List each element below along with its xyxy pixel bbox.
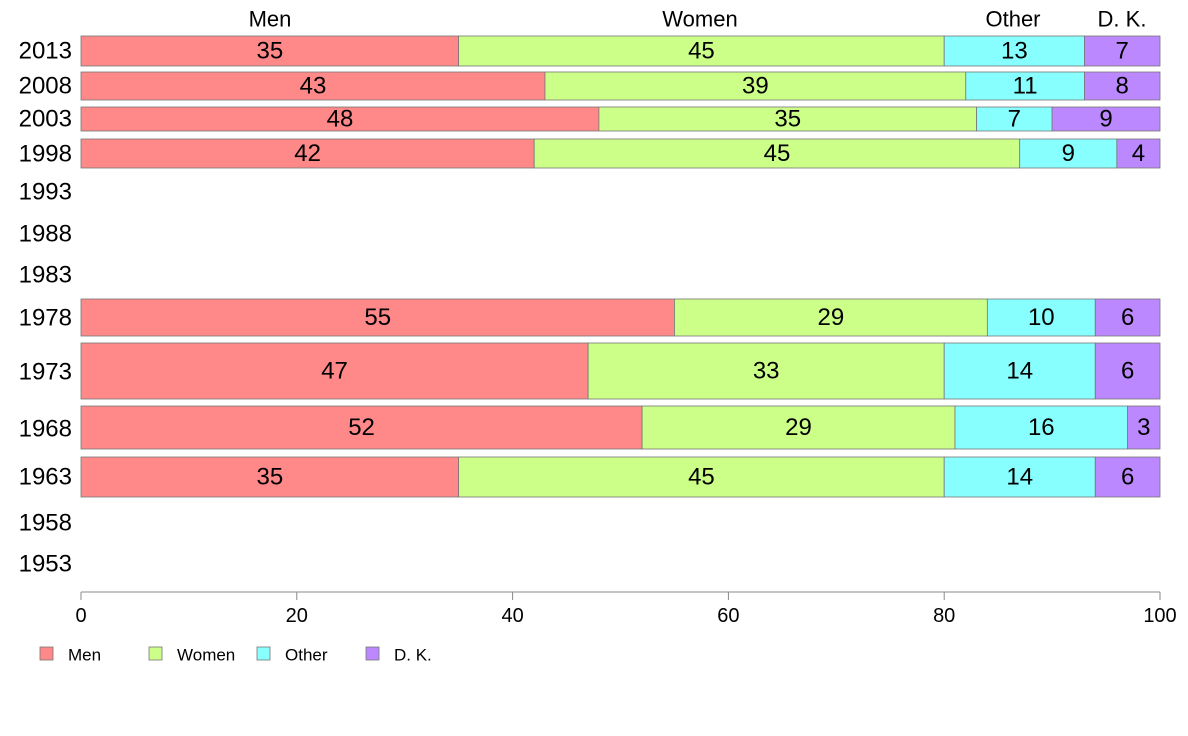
- bar-1963-d-k: [1094, 456, 1161, 498]
- bar-1998-men: [80, 138, 535, 169]
- data-label-2013-d-k: 7: [1116, 38, 1129, 65]
- data-label-2008-d-k: 8: [1116, 73, 1129, 100]
- data-label-1968-women: 29: [785, 414, 812, 441]
- data-label-1998-men: 42: [294, 140, 321, 167]
- legend-label-men: Men: [68, 646, 101, 665]
- bar-2003-men: [80, 106, 600, 132]
- legend-swatch-d-k: [365, 646, 380, 661]
- data-label-1973-d-k: 6: [1121, 358, 1134, 385]
- bar-2013-other: [943, 35, 1085, 67]
- top-labels: Men Women Other D. K.: [249, 7, 1147, 32]
- legend-label-d-k: D. K.: [394, 646, 432, 665]
- y-tick-label-2008: 2008: [19, 73, 72, 100]
- bar-1973-d-k: [1094, 342, 1161, 400]
- bar-1963-other: [943, 456, 1096, 498]
- bar-1998-women: [533, 138, 1021, 169]
- bar-1963-men: [80, 456, 460, 498]
- data-label-2013-women: 45: [688, 38, 715, 65]
- legend-swatch-women: [148, 646, 163, 661]
- bar-1978-men: [80, 298, 675, 337]
- bar-1998-d-k: [1116, 138, 1161, 169]
- data-label-1963-men: 35: [256, 464, 283, 491]
- y-axis-labels: 2013 2008 2003 1998 1993 1988 1983 1978 1973 1968…: [19, 38, 72, 578]
- x-tick-label-40: 40: [501, 605, 523, 627]
- y-tick-label-1998: 1998: [19, 141, 72, 168]
- bar-2013-men: [80, 35, 460, 67]
- data-label-1978-other: 10: [1028, 304, 1055, 331]
- data-label-2003-d-k: 9: [1099, 106, 1112, 133]
- bar-2013-d-k: [1084, 35, 1161, 67]
- top-label-other: Other: [985, 7, 1040, 32]
- legend-label-other: Other: [285, 646, 328, 665]
- bar-2003-women: [598, 106, 977, 132]
- y-tick-label-1983: 1983: [19, 262, 72, 289]
- data-label-2003-men: 48: [327, 106, 354, 133]
- bar-2013-women: [458, 35, 945, 67]
- bar-1973-other: [943, 342, 1096, 400]
- top-label-d-k: D. K.: [1098, 7, 1147, 32]
- bar-2008-women: [544, 71, 967, 101]
- y-tick-label-2003: 2003: [19, 106, 72, 133]
- y-tick-label-1963: 1963: [19, 464, 72, 491]
- x-tick-label-100: 100: [1143, 605, 1176, 627]
- data-label-1963-d-k: 6: [1121, 464, 1134, 491]
- bar-1973-men: [80, 342, 589, 400]
- y-tick-label-2013: 2013: [19, 38, 72, 65]
- x-tick-label-0: 0: [75, 605, 86, 627]
- y-tick-label-1973: 1973: [19, 359, 72, 386]
- bar-2008-d-k: [1084, 71, 1161, 101]
- bar-2003-d-k: [1051, 106, 1161, 132]
- data-label-1978-d-k: 6: [1121, 304, 1134, 331]
- y-tick-label-1988: 1988: [19, 221, 72, 248]
- data-label-1998-other: 9: [1062, 140, 1075, 167]
- data-label-2008-other: 11: [1013, 73, 1038, 100]
- legend: Men Women Other D. K.: [39, 646, 432, 665]
- legend-label-women: Women: [177, 646, 235, 665]
- bars: 35 45 13 743 39 11 848 35 7 942 45 9 455 29 10 647 33 14 6…: [80, 35, 1161, 498]
- data-label-2008-women: 39: [742, 73, 769, 100]
- x-tick-label-20: 20: [286, 605, 308, 627]
- y-tick-label-1993: 1993: [19, 179, 72, 206]
- bar-1973-women: [587, 342, 945, 400]
- bar-2008-other: [965, 71, 1085, 101]
- data-label-1973-men: 47: [321, 358, 348, 385]
- bar-1968-other: [954, 405, 1129, 450]
- data-label-2008-men: 43: [300, 73, 327, 100]
- data-label-1973-other: 14: [1006, 358, 1033, 385]
- y-tick-label-1958: 1958: [19, 510, 72, 537]
- data-label-1973-women: 33: [753, 358, 780, 385]
- data-label-1968-d-k: 3: [1137, 414, 1150, 441]
- data-label-1978-men: 55: [364, 304, 391, 331]
- bar-1968-men: [80, 405, 643, 450]
- bar-1978-women: [674, 298, 988, 337]
- data-label-1963-other: 14: [1006, 464, 1033, 491]
- data-label-2003-women: 35: [774, 106, 801, 133]
- data-label-2013-men: 35: [256, 38, 283, 65]
- x-tick-label-80: 80: [933, 605, 955, 627]
- data-label-1963-women: 45: [688, 464, 715, 491]
- data-label-1998-women: 45: [764, 140, 791, 167]
- legend-swatch-men: [39, 646, 54, 661]
- bar-1978-d-k: [1094, 298, 1161, 337]
- data-label-2003-other: 7: [1008, 106, 1021, 133]
- data-label-1978-women: 29: [818, 304, 845, 331]
- bar-2008-men: [80, 71, 546, 101]
- bar-1968-d-k: [1127, 405, 1161, 450]
- bar-1978-other: [986, 298, 1096, 337]
- legend-swatch-other: [256, 646, 271, 661]
- x-axis: 0 20 40 60 80 100: [75, 591, 1177, 627]
- y-tick-label-1953: 1953: [19, 551, 72, 578]
- data-label-1998-d-k: 4: [1132, 140, 1145, 167]
- x-tick-label-60: 60: [717, 605, 739, 627]
- top-label-men: Men: [249, 7, 292, 32]
- y-tick-label-1968: 1968: [19, 416, 72, 443]
- y-tick-label-1978: 1978: [19, 305, 72, 332]
- data-label-2013-other: 13: [1001, 38, 1028, 65]
- data-label-1968-men: 52: [348, 414, 375, 441]
- top-label-women: Women: [662, 7, 737, 32]
- data-label-1968-other: 16: [1028, 414, 1055, 441]
